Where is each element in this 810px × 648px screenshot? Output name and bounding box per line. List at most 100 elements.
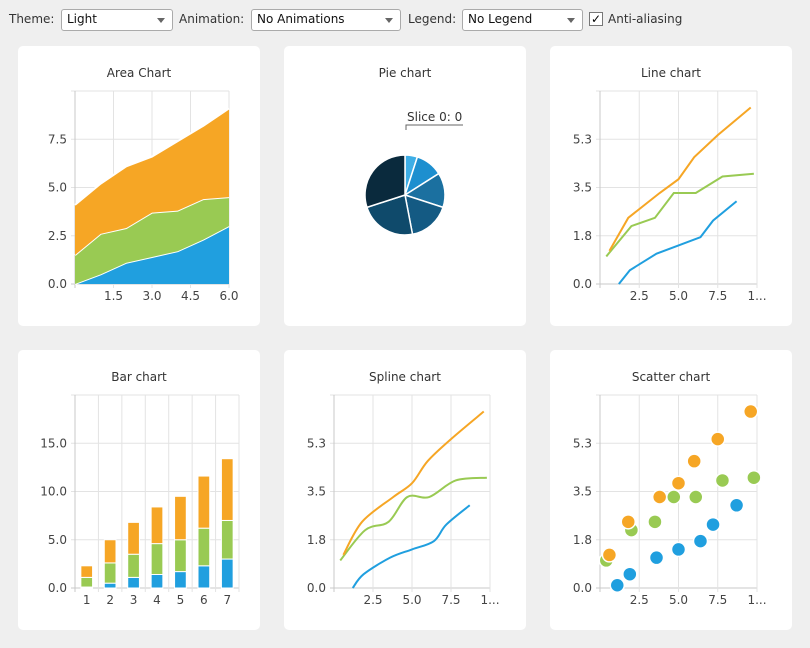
y-tick-label: 0.0	[48, 581, 67, 595]
x-tick-label: 5.0	[669, 593, 688, 607]
x-tick-label: 2.5	[630, 289, 649, 303]
theme-value: Light	[67, 12, 97, 26]
area-chart-card: Area Chart 0.0 2.5 5.0 7.5 1.5 3.0 4.5 6.0	[18, 46, 260, 326]
scatter-point	[670, 541, 687, 558]
x-category-label: 1	[83, 593, 91, 607]
bar-segment	[150, 543, 164, 575]
y-tick-label: 1.8	[573, 533, 592, 547]
scatter-point	[692, 533, 709, 549]
scatter-point	[609, 577, 626, 593]
y-tick-label: 0.0	[307, 581, 326, 595]
chevron-down-icon	[385, 18, 393, 23]
pie-slice	[404, 193, 444, 236]
area-series-border	[74, 107, 230, 206]
line-chart: 0.0 1.8 3.5 5.3 2.5 5.0 7.5 1...	[573, 90, 767, 303]
bar-segment	[150, 506, 164, 545]
chevron-down-icon	[157, 18, 165, 23]
scatter-point	[686, 453, 702, 469]
slice-label-leader	[405, 124, 463, 130]
area-series	[75, 197, 229, 284]
y-tick-label: 1.8	[573, 229, 592, 243]
pie-slice	[364, 154, 406, 209]
bar-segment	[127, 521, 140, 555]
bar-segment	[127, 576, 140, 589]
spline-series	[351, 504, 471, 589]
y-tick-label: 5.3	[573, 132, 592, 146]
x-tick-label: 2.5	[363, 593, 382, 607]
x-category-label: 3	[130, 593, 138, 607]
bar-segment	[174, 571, 187, 589]
chart-title: Line chart	[640, 66, 702, 80]
bar-segment	[103, 539, 117, 564]
chart-title: Scatter chart	[631, 370, 711, 384]
line-series	[608, 106, 752, 252]
theme-combobox[interactable]: Light	[61, 9, 173, 31]
x-tick-label: 5.0	[669, 289, 688, 303]
scatter-point	[651, 489, 668, 505]
y-tick-label: 3.5	[307, 485, 326, 499]
y-tick-label: 15.0	[40, 436, 67, 450]
bar-segment	[220, 458, 234, 521]
scatter-point	[705, 516, 721, 533]
chevron-down-icon	[567, 18, 575, 23]
x-tick-label: 4.5	[181, 289, 200, 303]
spline-series	[342, 410, 485, 556]
bar-segment	[197, 565, 211, 589]
x-tick-label: 1...	[480, 593, 499, 607]
y-tick-label: 0.0	[573, 581, 592, 595]
area-chart: 0.0 2.5 5.0 7.5 1.5 3.0 4.5 6.0	[48, 90, 239, 303]
y-tick-label: 0.0	[48, 277, 67, 291]
scatter-point	[648, 549, 665, 566]
scatter-point	[746, 469, 762, 486]
pie-slice	[366, 194, 414, 236]
area-series	[75, 108, 229, 256]
scatter-point	[728, 497, 745, 514]
x-category-label: 2	[106, 593, 114, 607]
x-tick-label: 1...	[747, 593, 766, 607]
spline-series	[339, 476, 487, 562]
chart-title: Pie chart	[378, 66, 432, 80]
x-tick-label: 2.5	[630, 593, 649, 607]
y-tick-label: 3.5	[573, 181, 592, 195]
y-tick-label: 5.0	[48, 181, 67, 195]
chart-title: Bar chart	[111, 370, 167, 384]
y-tick-label: 5.0	[48, 533, 67, 547]
scatter-point	[714, 472, 731, 489]
animation-label: Animation:	[179, 12, 245, 26]
scatter-point	[601, 547, 618, 563]
x-tick-label: 3.0	[142, 289, 161, 303]
scatter-point	[620, 514, 637, 530]
bar-segment	[220, 519, 234, 560]
bar-segment	[197, 527, 211, 567]
y-tick-label: 1.8	[307, 533, 326, 547]
bar-segment	[127, 553, 140, 578]
y-tick-label: 3.5	[573, 485, 592, 499]
scatter-point	[688, 489, 704, 505]
scatter-chart: 0.0 1.8 3.5 5.3 2.5 5.0 7.5 1...	[573, 394, 767, 607]
y-tick-label: 10.0	[40, 485, 67, 499]
animation-combobox[interactable]: No Animations	[251, 9, 401, 31]
y-tick-label: 5.3	[307, 436, 326, 450]
x-tick-label: 6.0	[219, 289, 238, 303]
bar-segment	[80, 576, 94, 588]
animation-value: No Animations	[257, 12, 345, 26]
bar-segment	[103, 582, 117, 589]
y-tick-label: 2.5	[48, 229, 67, 243]
scatter-point	[710, 431, 726, 447]
antialiasing-checkbox[interactable]: ✓	[589, 12, 603, 26]
x-category-label: 6	[200, 593, 208, 607]
bar-segment	[220, 558, 234, 589]
slice-label: Slice 0: 0	[407, 110, 462, 124]
x-tick-label: 7.5	[708, 593, 727, 607]
pie-chart-card: Pie chart Slice 0: 0	[284, 46, 526, 326]
scatter-point	[742, 403, 759, 420]
chart-title: Area Chart	[106, 66, 172, 80]
legend-value: No Legend	[468, 12, 533, 26]
x-category-label: 4	[153, 593, 161, 607]
y-tick-label: 7.5	[48, 132, 67, 146]
spline-chart: 0.0 1.8 3.5 5.3 2.5 5.0 7.5 1...	[307, 394, 500, 607]
x-tick-label: 1.5	[104, 289, 123, 303]
line-series	[618, 200, 738, 285]
legend-combobox[interactable]: No Legend	[462, 9, 583, 31]
x-tick-label: 7.5	[708, 289, 727, 303]
